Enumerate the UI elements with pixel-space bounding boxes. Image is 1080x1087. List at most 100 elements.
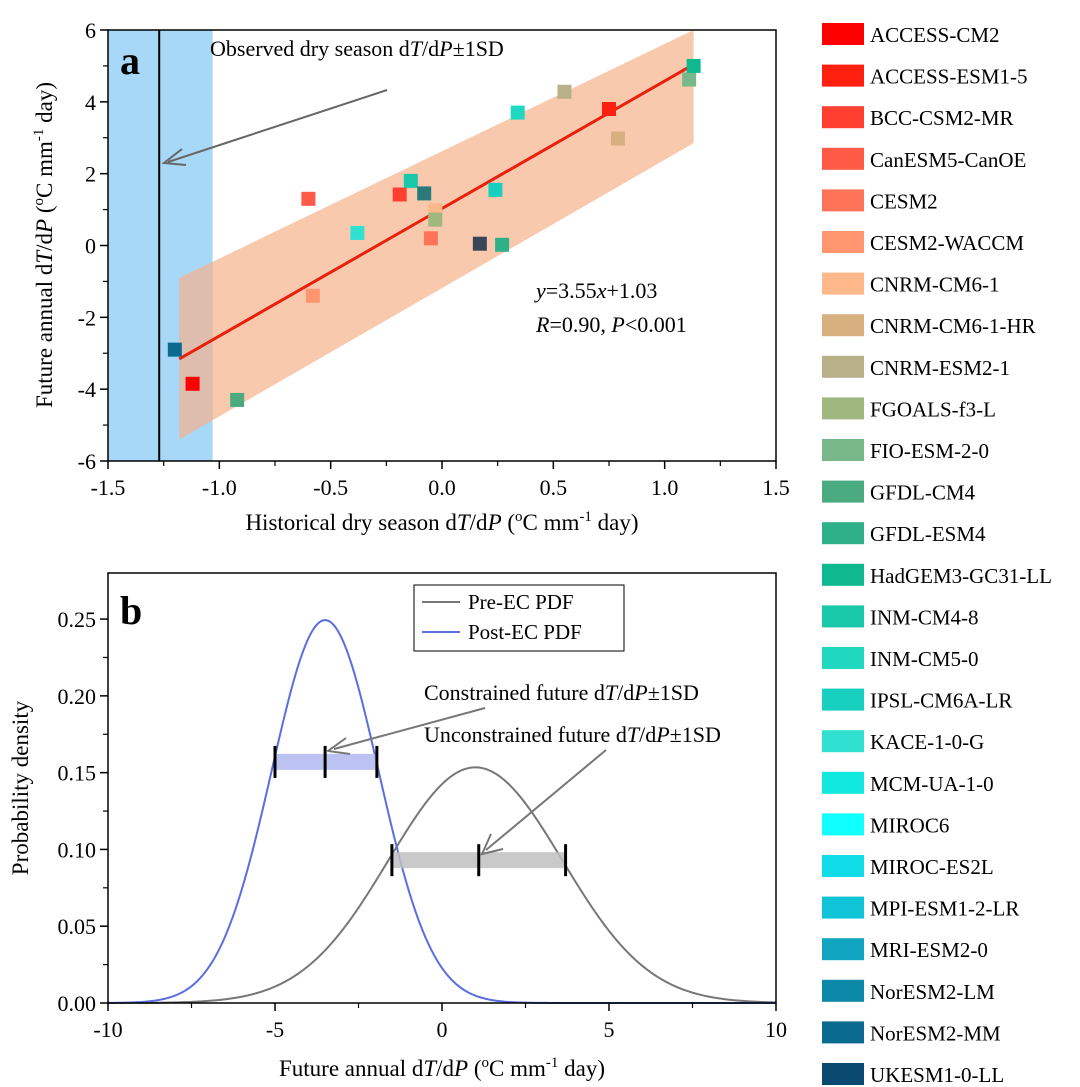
y-tick-label: 0.00 <box>58 991 97 1016</box>
x-tick-label: 10 <box>765 1017 787 1042</box>
y-axis-label-a: Future annual dT/dP (oC mm-1 day) <box>31 82 57 408</box>
legend-label: NorESM2-LM <box>870 980 995 1004</box>
point-cnrm-cm6-1-hr <box>610 131 625 146</box>
y-tick-label: 0.25 <box>58 607 97 632</box>
constrained-annotation: Constrained future dT/dP±1SD <box>424 680 699 705</box>
legend-swatch <box>822 771 864 794</box>
legend-swatch <box>822 64 864 87</box>
y-ticks: 0.00 0.05 0.10 0.15 0.20 0.25 <box>58 607 108 1016</box>
x-tick-label: 1.5 <box>762 475 790 500</box>
legend-swatch <box>822 355 864 378</box>
panel-label-b: b <box>120 588 142 633</box>
x-tick-label: 0 <box>437 1017 448 1042</box>
legend-label: CanESM5-CanOE <box>870 148 1026 172</box>
legend-pre-label: Pre-EC PDF <box>468 590 574 614</box>
legend-swatch <box>822 938 864 961</box>
x-tick-label: -10 <box>93 1017 122 1042</box>
y-tick-label: 2 <box>85 162 96 187</box>
legend-swatch <box>822 605 864 628</box>
point-inm-cm5-0 <box>510 105 525 120</box>
legend-swatch <box>822 730 864 753</box>
legend-label: MRI-ESM2-0 <box>870 938 988 962</box>
legend-label: CNRM-CM6-1 <box>870 273 1000 297</box>
legend-swatch <box>822 1021 864 1044</box>
legend-label: FIO-ESM-2-0 <box>870 439 989 463</box>
legend-swatch <box>822 397 864 420</box>
legend-label: NorESM2-MM <box>870 1021 1001 1045</box>
constrained-arrow <box>333 707 486 750</box>
point-noresm2-mm <box>167 342 182 357</box>
y-tick-label: -4 <box>78 377 96 402</box>
y-tick-label: -2 <box>78 305 96 330</box>
legend-label: CNRM-ESM2-1 <box>870 356 1010 380</box>
model-legend: ACCESS-CM2 ACCESS-ESM1-5 BCC-CSM2-MR CanESM… <box>822 23 1052 1087</box>
scatter-points <box>167 58 701 407</box>
legend-label: CESM2-WACCM <box>870 231 1024 255</box>
legend-swatch <box>822 647 864 669</box>
y-tick-label: 0 <box>85 234 96 259</box>
x-ticks: -10 -5 0 5 10 <box>93 1003 787 1042</box>
legend-label: ACCESS-CM2 <box>870 23 1000 47</box>
y-tick-label: 0.05 <box>58 914 97 939</box>
legend-label: MIROC6 <box>870 813 949 837</box>
panel-a: -1.5 -1.0 -0.5 0.0 0.5 1.0 1.5 -6 -4 -2 0 2 4 6 a Ob… <box>31 18 790 535</box>
point-inm-cm4-8 <box>403 173 418 188</box>
x-tick-label: -1.5 <box>91 475 126 500</box>
legend-b: Pre-EC PDF Post-EC PDF <box>413 584 625 652</box>
legend-swatch <box>822 1063 864 1085</box>
x-tick-label: -1.0 <box>202 475 237 500</box>
x-ticks: -1.5 -1.0 -0.5 0.0 0.5 1.0 1.5 <box>91 461 790 500</box>
series-pre-ec-pdf <box>108 766 777 1004</box>
legend-swatch <box>822 106 864 129</box>
point-kace-1-0-g <box>350 225 365 240</box>
x-axis-label-a: Historical dry season dT/dP (oC mm-1 day… <box>245 509 638 535</box>
legend-swatch <box>822 563 864 586</box>
legend-label: KACE-1-0-G <box>870 730 984 754</box>
panel-b: -10 -5 0 5 10 0.00 0.05 0.10 0.15 0.20 0.25 b Pre… <box>8 572 787 1081</box>
y-tick-label: 6 <box>85 18 96 43</box>
point-fio-esm-2-0 <box>682 72 697 87</box>
legend-label: INM-CM5-0 <box>870 647 979 671</box>
point-canesm5-canoe <box>301 191 316 206</box>
y-axis-label-b: Probability density <box>8 700 33 875</box>
legend-swatch <box>822 189 864 212</box>
legend-label: MIROC-ES2L <box>870 855 994 879</box>
legend-swatch <box>822 896 864 919</box>
x-tick-label: -0.5 <box>313 475 348 500</box>
legend-swatch <box>822 855 864 877</box>
legend-swatch <box>822 813 864 836</box>
unconstrained-arrow <box>485 749 607 851</box>
point-cnrm-esm2-1 <box>557 84 572 99</box>
x-tick-label: 5 <box>604 1017 615 1042</box>
unconstrained-annotation: Unconstrained future dT/dP±1SD <box>424 722 721 747</box>
y-tick-label: 0.10 <box>58 837 97 862</box>
panel-label-a: a <box>120 38 140 83</box>
legend-label: GFDL-ESM4 <box>870 522 986 546</box>
y-ticks: -6 -4 -2 0 2 4 6 <box>78 18 108 474</box>
y-tick-label: -6 <box>78 449 96 474</box>
point-ukesm1-0-ll <box>472 236 487 251</box>
point-fgoals-f3-l <box>428 212 443 227</box>
y-tick-label: 0.15 <box>58 761 97 786</box>
x-tick-label: 0.0 <box>428 475 456 500</box>
point-gfdl-cm4 <box>230 392 245 407</box>
legend-swatch <box>822 231 864 253</box>
legend-label: HadGEM3-GC31-LL <box>870 564 1052 588</box>
legend-swatch <box>822 23 864 45</box>
observed-arrow <box>167 89 388 163</box>
fit-equation: y=3.55x+1.03 <box>534 278 657 303</box>
observed-annotation: Observed dry season dT/dP±1SD <box>210 36 504 61</box>
x-tick-label: 1.0 <box>651 475 679 500</box>
legend-label: IPSL-CM6A-LR <box>870 689 1012 713</box>
point-access-esm1-5 <box>602 102 616 117</box>
legend-swatch <box>822 314 864 337</box>
point-cesm2-waccm <box>305 288 320 303</box>
legend-swatch <box>822 522 864 545</box>
fit-statistics: R=0.90, P<0.001 <box>535 312 687 337</box>
legend-label: ACCESS-ESM1-5 <box>870 65 1028 89</box>
point-hadgem3-gc31-ll <box>686 58 701 73</box>
x-axis-label-b: Future annual dT/dP (oC mm-1 day) <box>279 1055 605 1081</box>
legend-label: INM-CM4-8 <box>870 605 979 629</box>
constrained-arrowhead <box>325 737 351 755</box>
